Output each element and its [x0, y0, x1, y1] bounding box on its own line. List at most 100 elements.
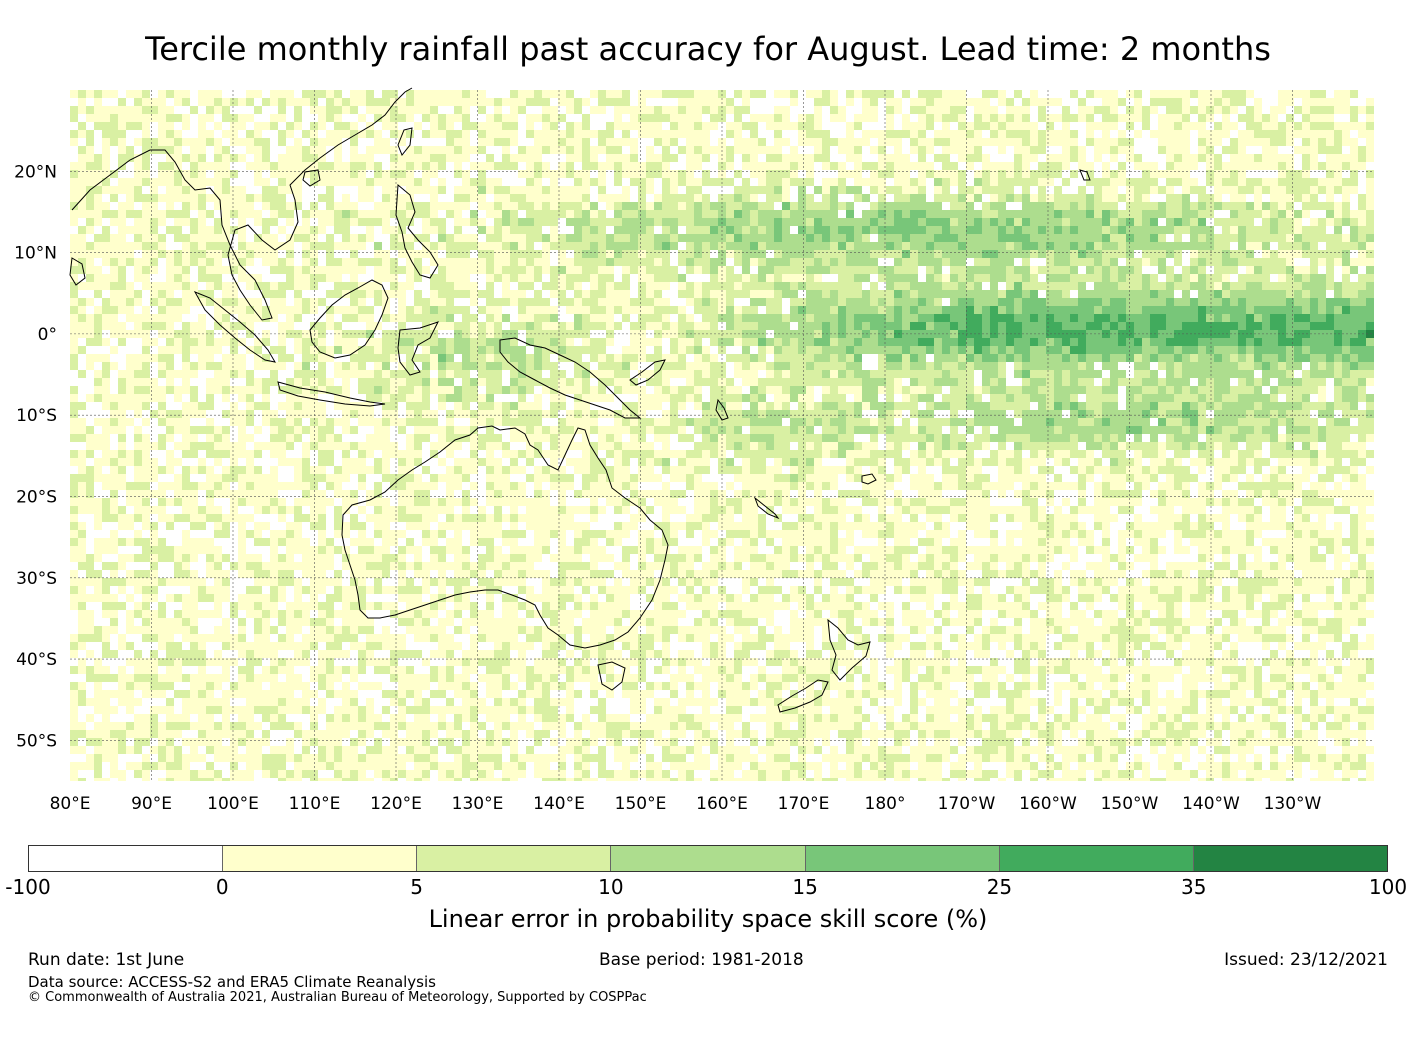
grid-cell	[966, 114, 974, 122]
grid-cell	[846, 266, 854, 274]
grid-cell	[838, 242, 846, 250]
grid-cell	[134, 218, 142, 226]
grid-cell	[598, 250, 606, 258]
grid-cell	[942, 98, 950, 106]
grid-cell	[462, 322, 470, 330]
grid-cell	[670, 194, 678, 202]
grid-cell	[686, 234, 694, 242]
grid-cell	[582, 218, 590, 226]
grid-cell	[1150, 162, 1158, 170]
grid-cell	[190, 114, 198, 122]
grid-cell	[406, 194, 414, 202]
grid-cell	[422, 298, 430, 306]
grid-cell	[438, 98, 446, 106]
grid-cell	[598, 298, 606, 306]
grid-cell	[126, 242, 134, 250]
grid-cell	[1134, 98, 1142, 106]
grid-cell	[726, 274, 734, 282]
grid-cell	[382, 162, 390, 170]
grid-cell	[734, 106, 742, 114]
grid-cell	[982, 218, 990, 226]
grid-cell	[358, 242, 366, 250]
grid-cell	[590, 122, 598, 130]
grid-cell	[574, 298, 582, 306]
grid-cell	[214, 258, 222, 266]
grid-cell	[678, 210, 686, 218]
grid-cell	[238, 186, 246, 194]
grid-cell	[598, 282, 606, 290]
grid-cell	[1006, 314, 1014, 322]
grid-cell	[542, 194, 550, 202]
grid-cell	[686, 194, 694, 202]
grid-cell	[190, 130, 198, 138]
grid-cell	[998, 258, 1006, 266]
grid-cell	[798, 186, 806, 194]
grid-cell	[174, 314, 182, 322]
grid-cell	[1022, 274, 1030, 282]
grid-cell	[542, 146, 550, 154]
grid-cell	[1366, 162, 1374, 170]
grid-cell	[1342, 90, 1350, 98]
grid-cell	[710, 170, 718, 178]
grid-cell	[910, 170, 918, 178]
grid-cell	[726, 106, 734, 114]
grid-cell	[1246, 114, 1254, 122]
grid-cell	[1038, 266, 1046, 274]
grid-cell	[342, 226, 350, 234]
grid-cell	[1046, 202, 1054, 210]
grid-cell	[894, 266, 902, 274]
grid-cell	[910, 306, 918, 314]
grid-cell	[1318, 266, 1326, 274]
grid-cell	[870, 218, 878, 226]
grid-cell	[1046, 258, 1054, 266]
grid-cell	[854, 186, 862, 194]
grid-cell	[390, 178, 398, 186]
grid-cell	[342, 130, 350, 138]
grid-cell	[974, 242, 982, 250]
grid-cell	[774, 154, 782, 162]
grid-cell	[1150, 298, 1158, 306]
grid-cell	[670, 298, 678, 306]
grid-cell	[1166, 210, 1174, 218]
grid-cell	[758, 146, 766, 154]
grid-cell	[870, 106, 878, 114]
grid-cell	[366, 266, 374, 274]
grid-cell	[206, 322, 214, 330]
grid-cell	[190, 210, 198, 218]
grid-cell	[1206, 186, 1214, 194]
grid-cell	[1342, 242, 1350, 250]
grid-cell	[198, 242, 206, 250]
grid-cell	[398, 290, 406, 298]
grid-cell	[1142, 298, 1150, 306]
grid-cell	[710, 210, 718, 218]
grid-cell	[134, 114, 142, 122]
grid-cell	[174, 250, 182, 258]
grid-cell	[606, 154, 614, 162]
grid-cell	[422, 138, 430, 146]
grid-cell	[278, 114, 286, 122]
grid-cell	[1182, 218, 1190, 226]
grid-cell	[1022, 130, 1030, 138]
grid-cell	[982, 258, 990, 266]
grid-cell	[702, 146, 710, 154]
grid-cell	[142, 266, 150, 274]
grid-cell	[806, 290, 814, 298]
grid-cell	[1142, 162, 1150, 170]
grid-cell	[1182, 162, 1190, 170]
grid-cell	[1150, 282, 1158, 290]
grid-cell	[942, 242, 950, 250]
grid-cell	[150, 90, 158, 98]
grid-cell	[366, 186, 374, 194]
grid-cell	[1182, 154, 1190, 162]
grid-cell	[1214, 234, 1222, 242]
grid-cell	[782, 186, 790, 194]
grid-cell	[614, 210, 622, 218]
grid-cell	[1126, 122, 1134, 130]
grid-cell	[446, 226, 454, 234]
grid-cell	[1118, 154, 1126, 162]
grid-cell	[630, 130, 638, 138]
grid-cell	[1302, 178, 1310, 186]
grid-cell	[478, 154, 486, 162]
grid-cell	[446, 178, 454, 186]
grid-cell	[270, 226, 278, 234]
